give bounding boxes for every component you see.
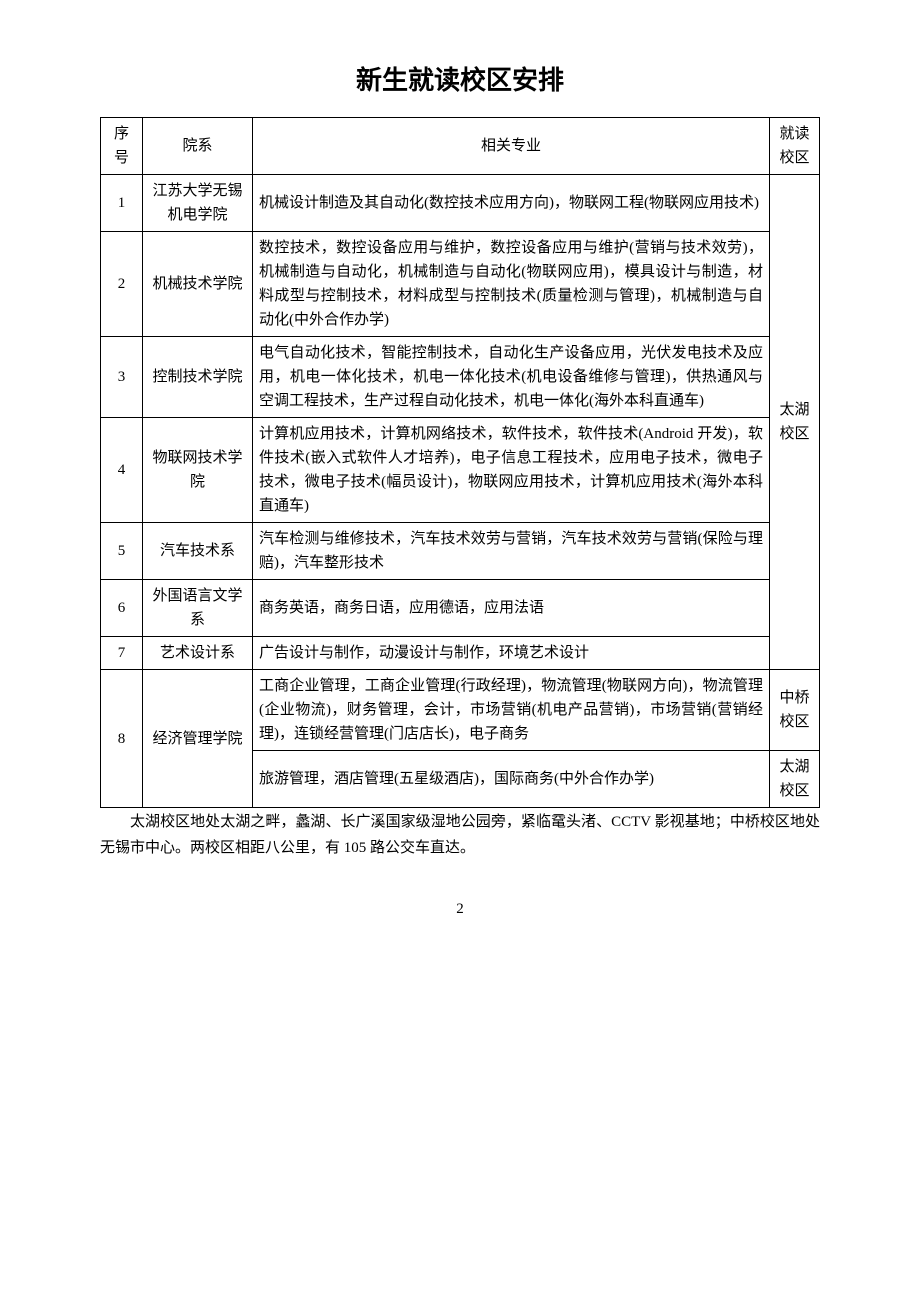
cell-major: 电气自动化技术，智能控制技术，自动化生产设备应用，光伏发电技术及应用，机电一体化… <box>253 337 770 418</box>
cell-dept: 艺术设计系 <box>143 637 253 670</box>
header-major: 相关专业 <box>253 118 770 175</box>
cell-campus-taihu2: 太湖校区 <box>770 751 820 808</box>
cell-dept: 物联网技术学院 <box>143 418 253 523</box>
table-row: 4 物联网技术学院 计算机应用技术，计算机网络技术，软件技术，软件技术(Andr… <box>101 418 820 523</box>
cell-campus-taihu: 太湖校区 <box>770 175 820 670</box>
cell-major: 工商企业管理，工商企业管理(行政经理)，物流管理(物联网方向)，物流管理(企业物… <box>253 670 770 751</box>
cell-major: 广告设计与制作，动漫设计与制作，环境艺术设计 <box>253 637 770 670</box>
table-row: 5 汽车技术系 汽车检测与维修技术，汽车技术效劳与营销，汽车技术效劳与营销(保险… <box>101 523 820 580</box>
cell-major: 旅游管理，酒店管理(五星级酒店)，国际商务(中外合作办学) <box>253 751 770 808</box>
cell-dept: 外国语言文学系 <box>143 580 253 637</box>
cell-dept: 经济管理学院 <box>143 670 253 808</box>
header-dept: 院系 <box>143 118 253 175</box>
cell-num: 2 <box>101 232 143 337</box>
cell-major: 商务英语，商务日语，应用德语，应用法语 <box>253 580 770 637</box>
cell-num: 8 <box>101 670 143 808</box>
cell-num: 1 <box>101 175 143 232</box>
table-header-row: 序号 院系 相关专业 就读校区 <box>101 118 820 175</box>
cell-major: 机械设计制造及其自动化(数控技术应用方向)，物联网工程(物联网应用技术) <box>253 175 770 232</box>
table-row: 7 艺术设计系 广告设计与制作，动漫设计与制作，环境艺术设计 <box>101 637 820 670</box>
cell-num: 3 <box>101 337 143 418</box>
cell-num: 6 <box>101 580 143 637</box>
page-title: 新生就读校区安排 <box>100 60 820 97</box>
cell-num: 7 <box>101 637 143 670</box>
footnote-text: 太湖校区地处太湖之畔，蠡湖、长广溪国家级湿地公园旁，紧临鼋头渚、CCTV 影视基… <box>100 810 820 861</box>
cell-major: 计算机应用技术，计算机网络技术，软件技术，软件技术(Android 开发)，软件… <box>253 418 770 523</box>
table-row: 1 江苏大学无锡机电学院 机械设计制造及其自动化(数控技术应用方向)，物联网工程… <box>101 175 820 232</box>
table-row: 6 外国语言文学系 商务英语，商务日语，应用德语，应用法语 <box>101 580 820 637</box>
cell-major: 汽车检测与维修技术，汽车技术效劳与营销，汽车技术效劳与营销(保险与理赔)，汽车整… <box>253 523 770 580</box>
cell-major: 数控技术，数控设备应用与维护，数控设备应用与维护(营销与技术效劳)，机械制造与自… <box>253 232 770 337</box>
cell-campus-zhongqiao: 中桥校区 <box>770 670 820 751</box>
table-row: 3 控制技术学院 电气自动化技术，智能控制技术，自动化生产设备应用，光伏发电技术… <box>101 337 820 418</box>
page-number: 2 <box>100 901 820 918</box>
cell-dept: 控制技术学院 <box>143 337 253 418</box>
cell-num: 5 <box>101 523 143 580</box>
table-row: 8 经济管理学院 工商企业管理，工商企业管理(行政经理)，物流管理(物联网方向)… <box>101 670 820 751</box>
header-num: 序号 <box>101 118 143 175</box>
header-campus: 就读校区 <box>770 118 820 175</box>
cell-dept: 江苏大学无锡机电学院 <box>143 175 253 232</box>
table-row: 2 机械技术学院 数控技术，数控设备应用与维护，数控设备应用与维护(营销与技术效… <box>101 232 820 337</box>
cell-dept: 机械技术学院 <box>143 232 253 337</box>
cell-num: 4 <box>101 418 143 523</box>
cell-dept: 汽车技术系 <box>143 523 253 580</box>
campus-arrangement-table: 序号 院系 相关专业 就读校区 1 江苏大学无锡机电学院 机械设计制造及其自动化… <box>100 117 820 808</box>
